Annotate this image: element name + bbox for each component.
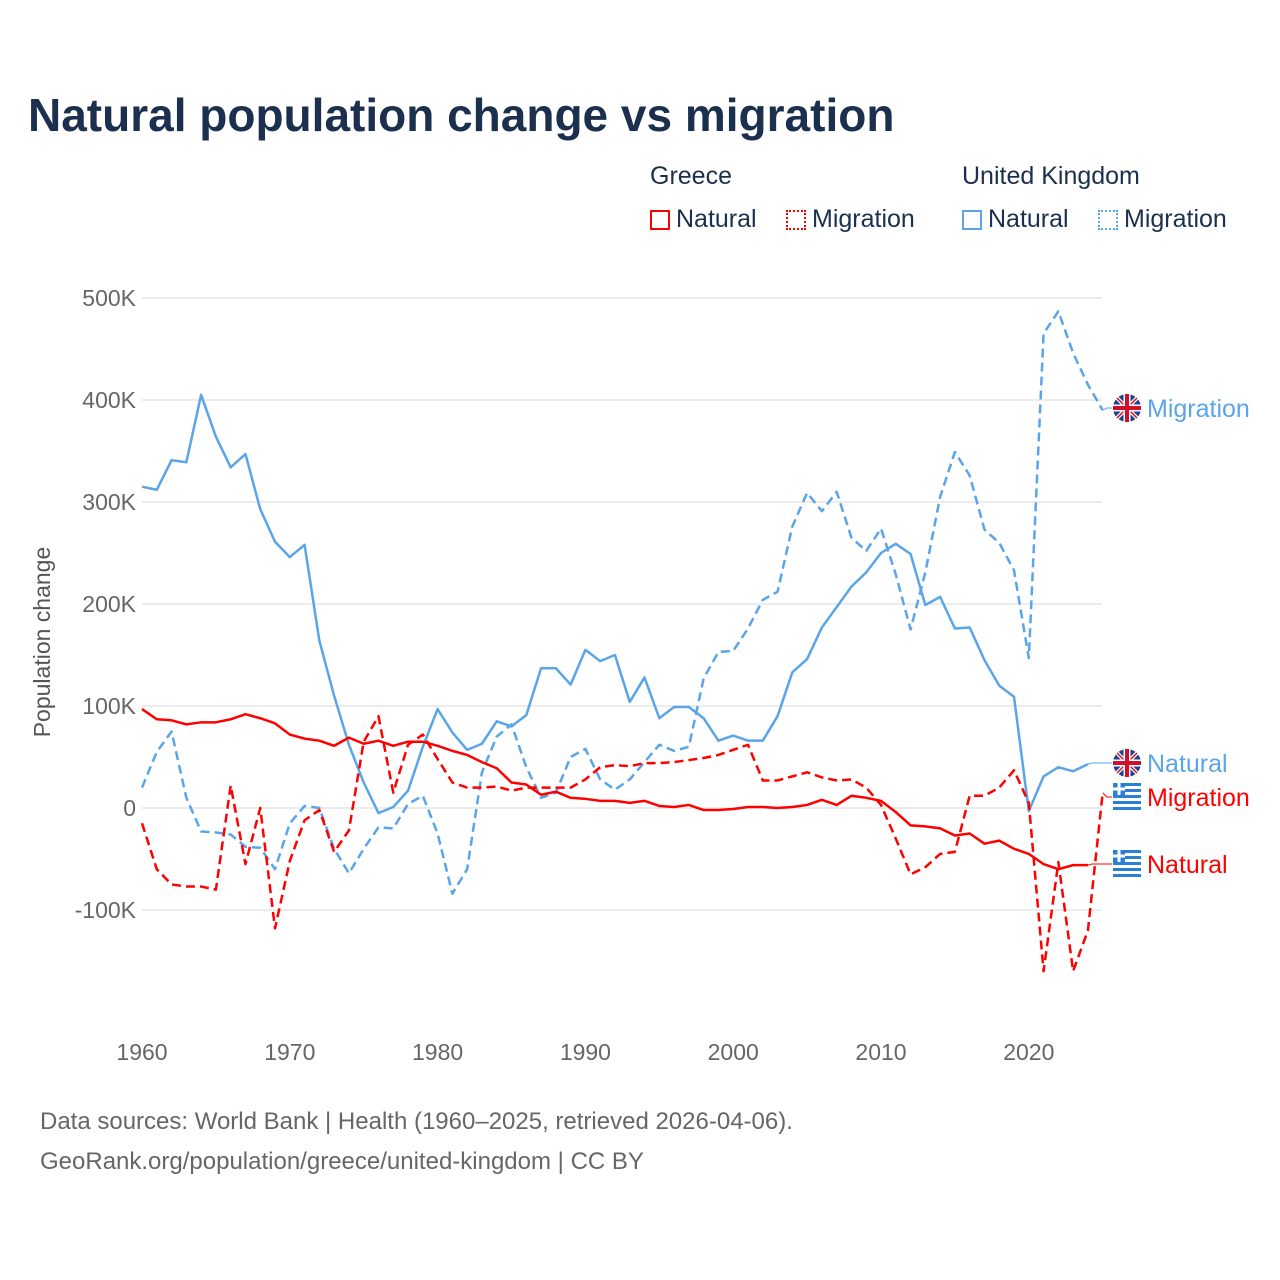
y-tick-label: 0 [123,795,136,821]
x-tick-label: 1970 [264,1039,315,1065]
source-link[interactable]: GeoRank.org/population/greece/united-kin… [40,1148,644,1175]
chart-title: Natural population change vs migration [28,89,895,141]
source-line-1: Data sources: World Bank | Health (1960–… [40,1108,793,1135]
series-end-label: Migration [1147,784,1250,812]
x-tick-label: 2010 [855,1039,906,1065]
y-tick-label: 300K [82,489,136,515]
series-line-greece-migration [140,714,1104,973]
y-axis-label: Population change [29,547,55,738]
y-tick-label: 500K [82,285,136,311]
x-tick-label: 2000 [708,1039,759,1065]
label-connector [1102,792,1112,798]
series-end-label: Natural [1147,851,1228,879]
legend-greece-migration[interactable]: Migration [786,205,915,234]
legend-label: Natural [988,205,1069,233]
series-line-greece-natural [141,708,1088,871]
legend-swatch-dotted [1098,209,1118,230]
legend-swatch-solid [650,209,670,230]
series-line-united-kingdom-natural [141,393,1089,815]
label-connector [1087,762,1112,765]
series-line-united-kingdom-migration [140,310,1104,895]
legend-group-uk: United Kingdom [962,162,1140,190]
y-tick-label: 100K [82,693,136,719]
y-tick-label: -100K [75,897,137,923]
uk-flag-icon [1113,394,1141,422]
x-tick-label: 2020 [1003,1039,1054,1065]
legend-uk-migration[interactable]: Migration [1098,205,1227,234]
greece-flag-icon [1113,783,1141,811]
x-tick-label: 1980 [412,1039,463,1065]
x-tick-label: 1960 [116,1039,167,1065]
legend-label: Migration [1124,205,1227,233]
label-connector [1087,863,1112,866]
x-tick-label: 1990 [560,1039,611,1065]
legend-greece-natural[interactable]: Natural [650,205,757,234]
legend-label: Natural [676,205,757,233]
uk-flag-icon [1113,749,1141,777]
greece-flag-icon [1113,850,1141,878]
series-end-label: Natural [1147,750,1228,778]
legend-group-greece: Greece [650,162,732,190]
series-end-label: Migration [1147,395,1250,423]
legend-label: Migration [812,205,915,233]
y-tick-label: 200K [82,591,136,617]
y-tick-label: 400K [82,387,136,413]
label-connector [1102,407,1112,411]
legend-swatch-dotted [786,209,806,230]
legend-uk-natural[interactable]: Natural [962,205,1069,234]
legend-swatch-solid [962,209,982,230]
